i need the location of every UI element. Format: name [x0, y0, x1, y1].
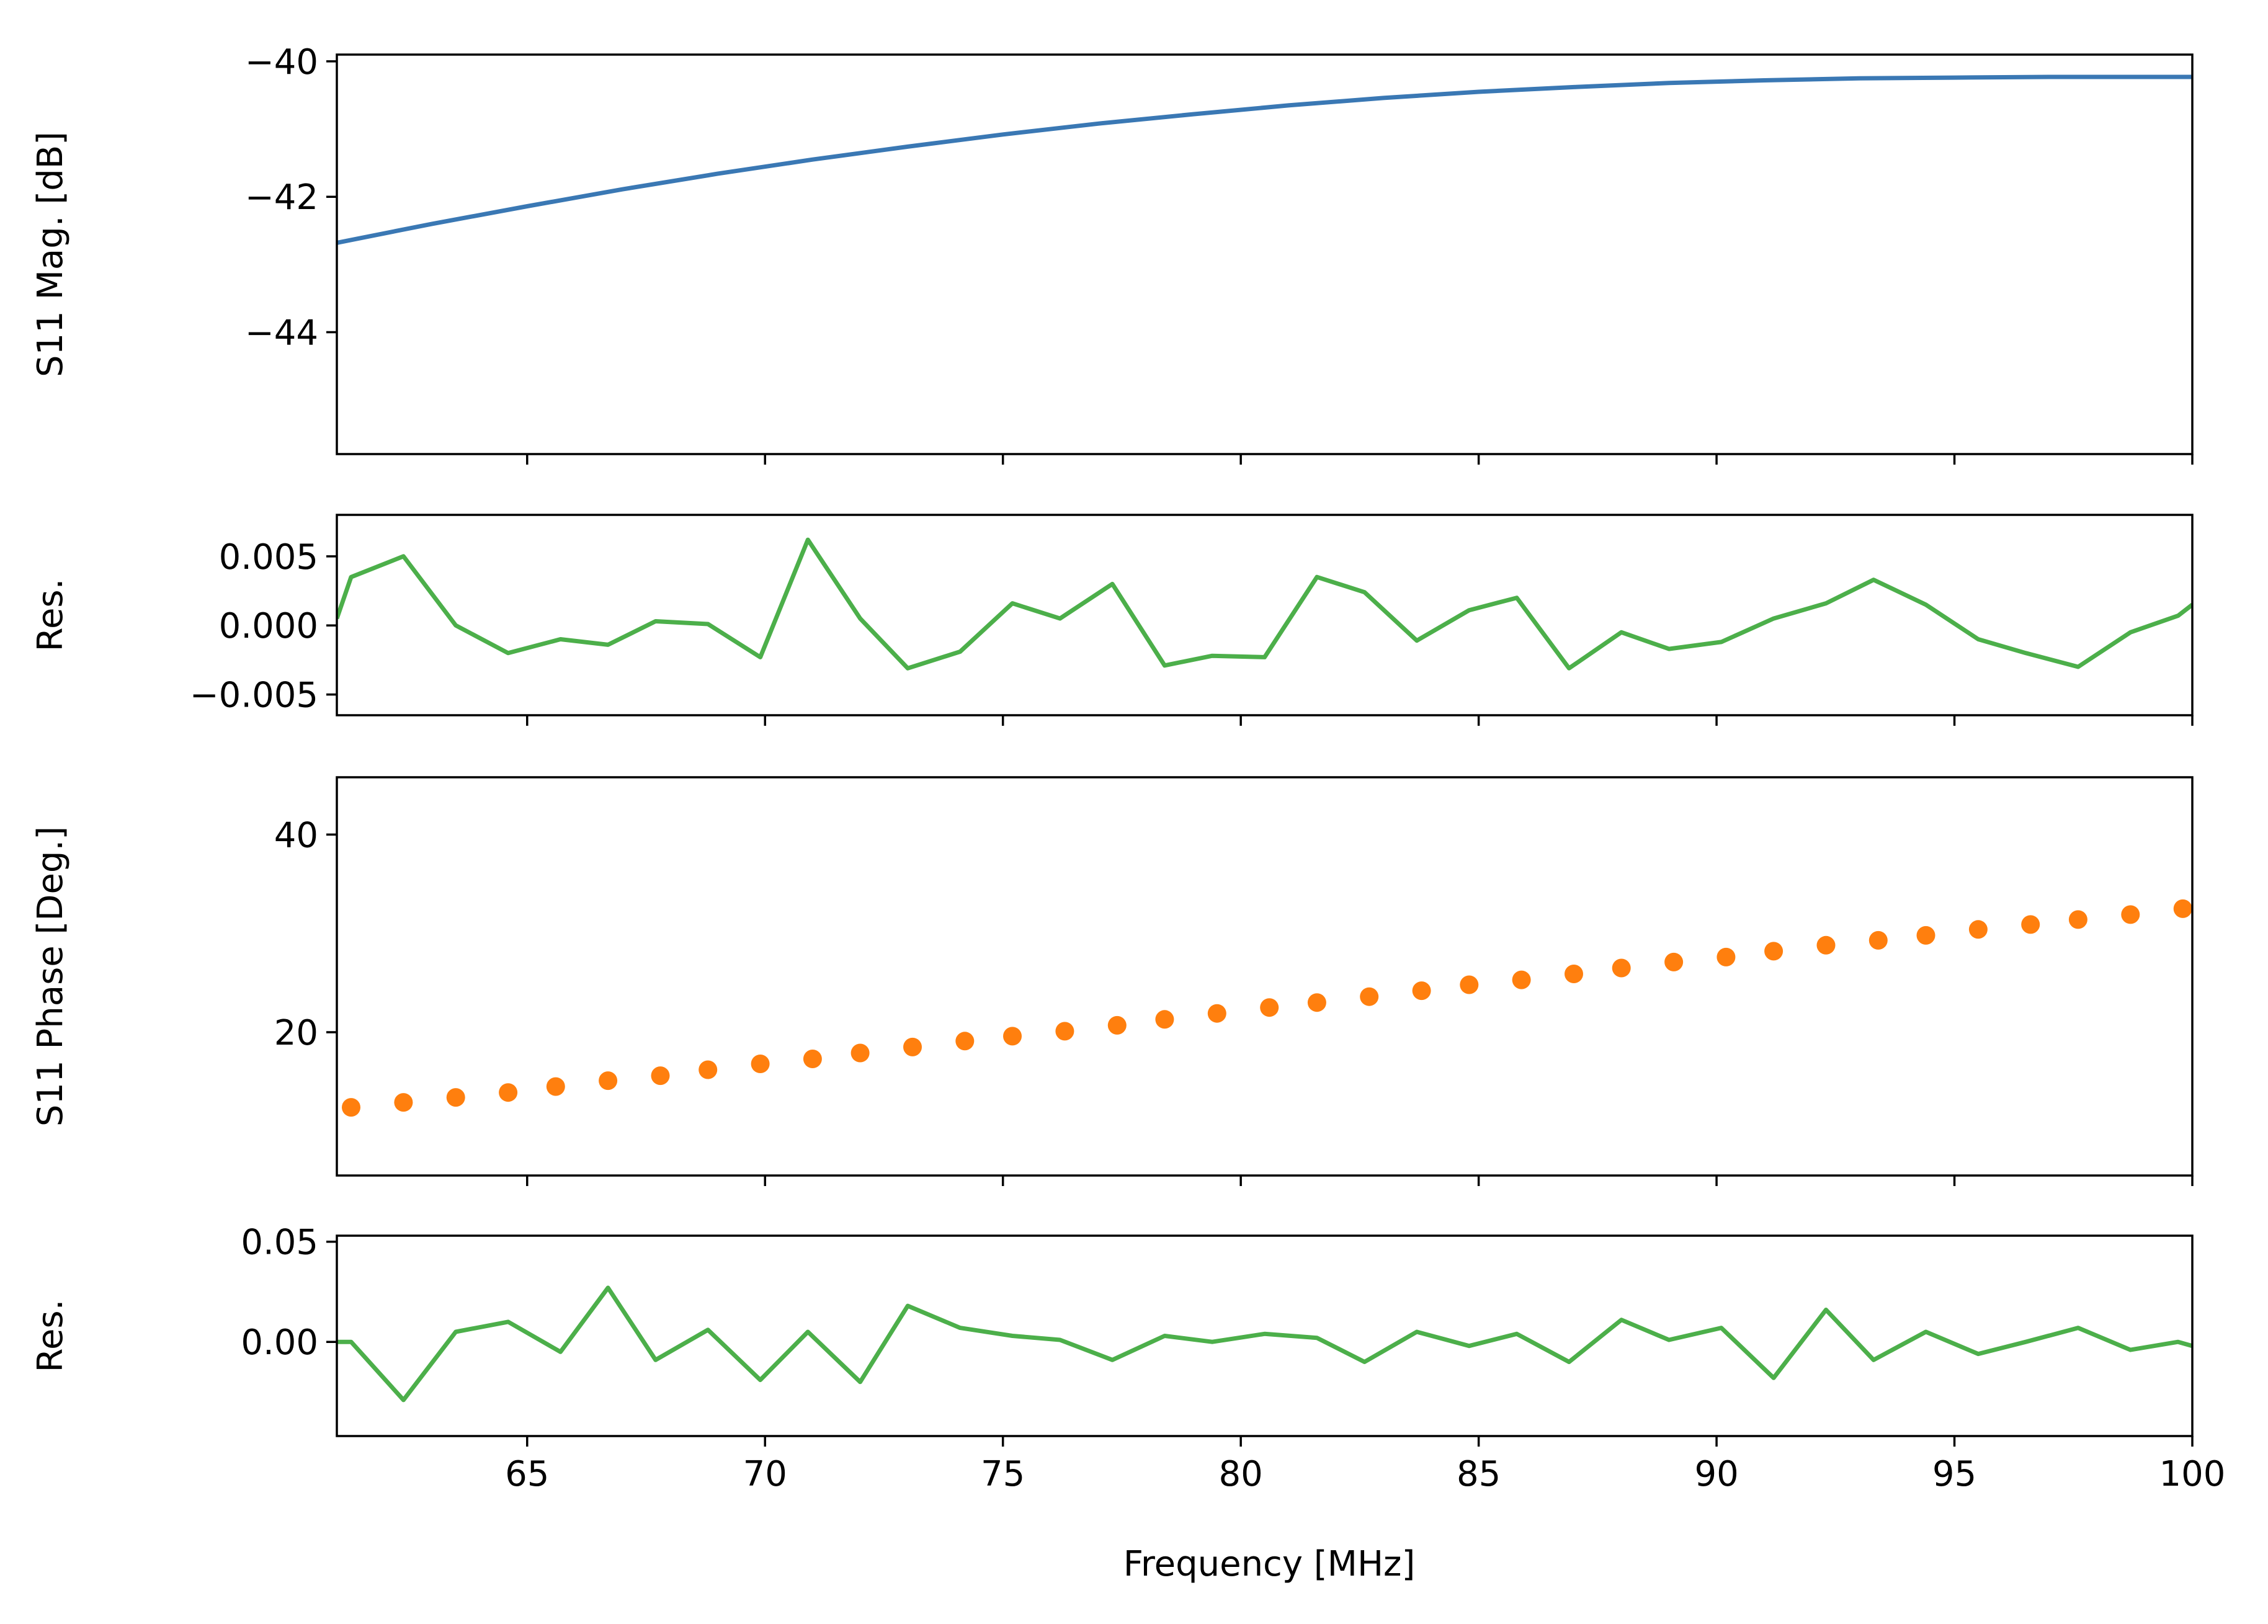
data-point — [2121, 905, 2140, 924]
data-point — [1307, 993, 1326, 1012]
data-point — [1868, 930, 1888, 950]
y-axis-label: S11 Phase [Deg.] — [30, 826, 71, 1127]
x-tick-label: 80 — [1219, 1454, 1263, 1494]
data-point — [2021, 915, 2040, 934]
x-tick-label: 85 — [1457, 1454, 1501, 1494]
series-mag-res-0 — [337, 537, 2192, 671]
data-point — [1717, 947, 1736, 966]
axes-frame — [336, 1234, 2194, 1437]
data-point — [651, 1066, 670, 1086]
data-point — [599, 1071, 618, 1091]
x-axis-label: Frequency [MHz] — [1123, 1544, 1416, 1584]
series-phase-0 — [342, 899, 2192, 1117]
data-point — [850, 1043, 870, 1063]
data-point — [1968, 920, 1988, 939]
panel-mag-res: −0.005 0.000 0.005 Res. — [30, 514, 2194, 726]
x-tick-label: 95 — [1932, 1454, 1976, 1494]
data-point — [1816, 935, 1836, 955]
series-line — [337, 1285, 2192, 1403]
data-point — [1412, 981, 1431, 1001]
y-axis-label: Res. — [30, 579, 71, 652]
series-mag-0 — [337, 74, 2192, 245]
x-tick-label: 90 — [1694, 1454, 1738, 1494]
data-point — [342, 1098, 360, 1117]
data-point — [803, 1050, 822, 1068]
data-point — [955, 1032, 975, 1051]
data-point — [903, 1037, 922, 1056]
data-point — [1460, 975, 1479, 994]
y-tick-label: 0.00 — [241, 1323, 318, 1363]
y-tick-label: 0.05 — [241, 1223, 318, 1263]
y-axis-label: S11 Mag. [dB] — [30, 132, 71, 377]
data-point — [2173, 899, 2192, 918]
y-tick-label: 40 — [274, 815, 318, 855]
data-point — [1612, 958, 1631, 978]
data-point — [1565, 965, 1583, 983]
axes-frame — [336, 53, 2194, 455]
data-point — [699, 1060, 718, 1079]
axes-frame — [336, 514, 2194, 716]
x-tick-label: 70 — [743, 1454, 787, 1494]
data-point — [1055, 1022, 1074, 1041]
series-line — [337, 537, 2192, 671]
y-tick-label: 20 — [274, 1013, 318, 1053]
panel-mag: −44 −42 −40 S11 Mag. [dB] — [30, 42, 2194, 465]
y-axis-label: Res. — [30, 1300, 71, 1373]
data-point — [1107, 1015, 1127, 1035]
y-tick-label: −42 — [245, 177, 318, 218]
axes-frame — [336, 776, 2194, 1177]
panel-phase-res: 0.00 0.05 65 70 75 80 85 90 95 100 Res. — [30, 1223, 2225, 1494]
data-point — [1003, 1027, 1022, 1046]
data-point — [1664, 952, 1684, 971]
y-tick-label: 0.005 — [219, 537, 318, 578]
data-point — [1512, 970, 1531, 989]
x-tick-label: 65 — [505, 1454, 549, 1494]
data-point — [1764, 942, 1784, 961]
data-point — [1260, 998, 1279, 1017]
y-tick-label: −44 — [245, 313, 318, 354]
panel-phase: 20 40 S11 Phase [Deg.] — [30, 776, 2194, 1186]
data-point — [394, 1093, 413, 1112]
data-point — [1360, 987, 1379, 1006]
y-tick-label: −0.005 — [190, 676, 318, 716]
y-tick-label: 0.000 — [219, 606, 318, 646]
panels: −44 −42 −40 S11 Mag. [dB] −0.005 0.000 0.005 Re… — [30, 42, 2225, 1494]
data-point — [546, 1077, 565, 1096]
data-point — [751, 1055, 770, 1073]
data-point — [1207, 1004, 1226, 1023]
data-point — [2068, 910, 2087, 929]
x-tick-label: 100 — [2159, 1454, 2226, 1494]
series-line — [337, 74, 2192, 245]
data-point — [1916, 926, 1935, 945]
x-tick-label: 75 — [981, 1454, 1025, 1494]
data-point — [499, 1083, 518, 1102]
y-tick-label: −40 — [245, 42, 318, 83]
data-point — [446, 1088, 465, 1107]
series-phase-res-0 — [337, 1285, 2192, 1403]
data-point — [1155, 1010, 1174, 1029]
